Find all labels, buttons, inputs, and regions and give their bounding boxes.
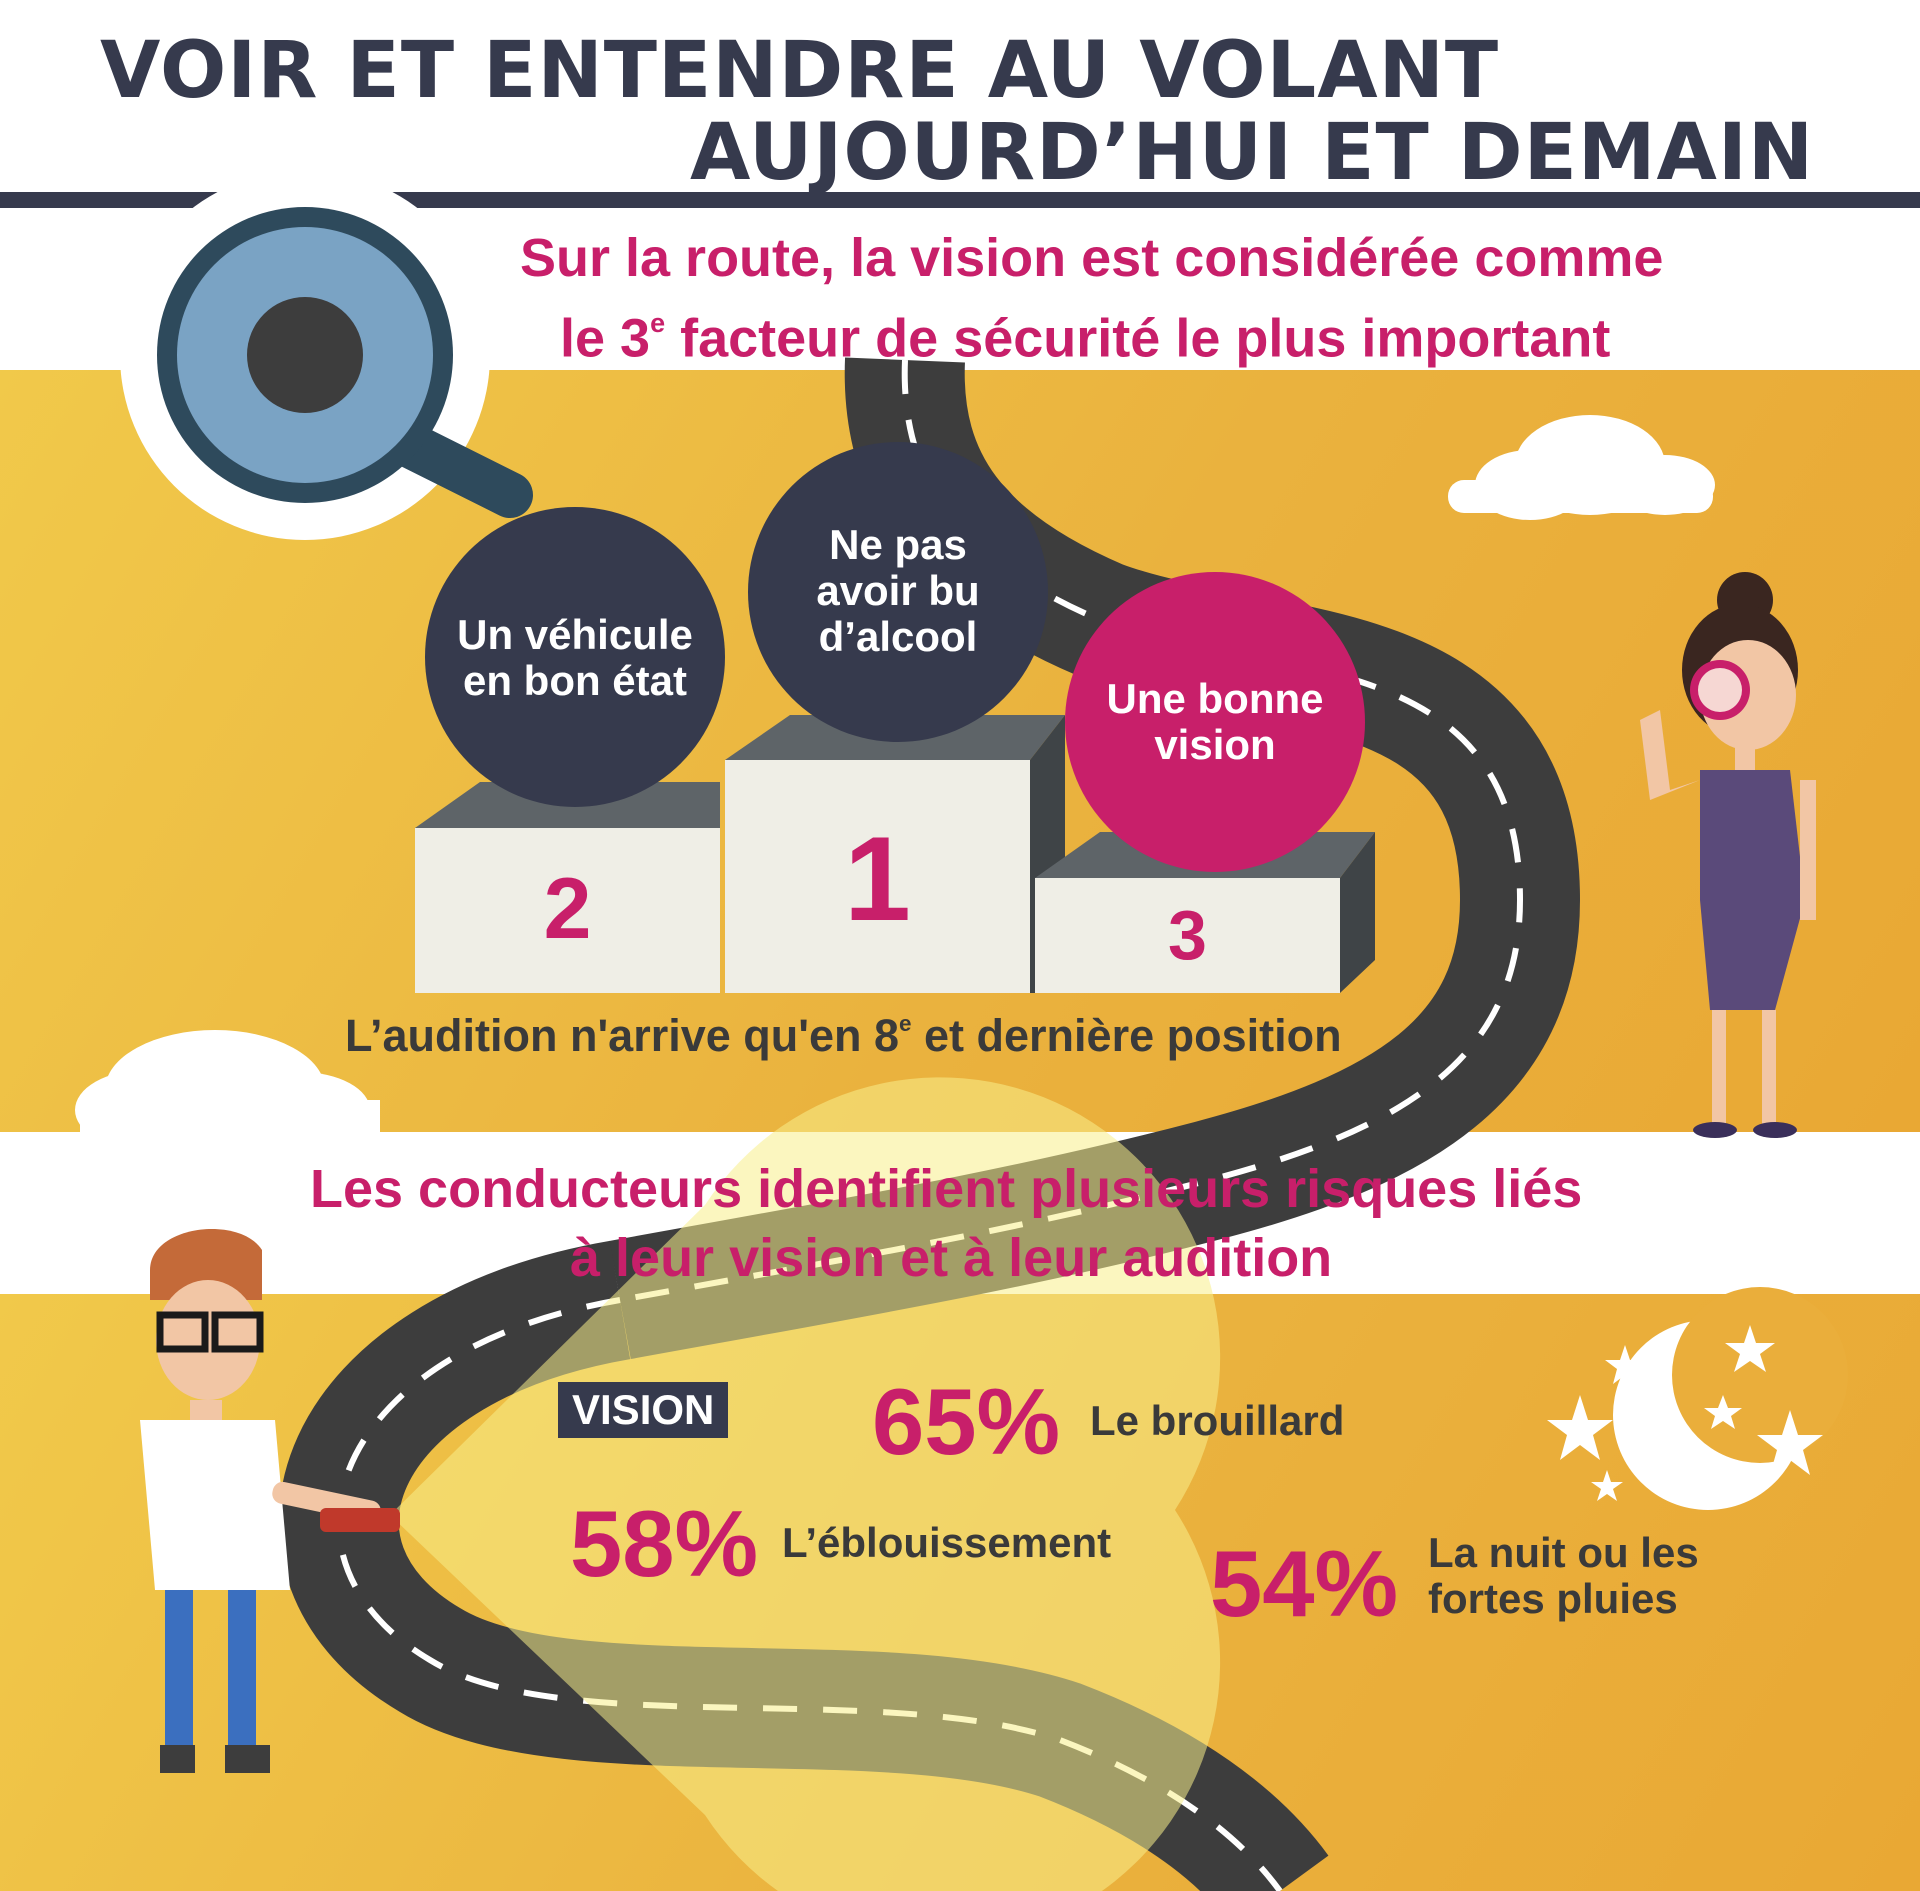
cloud-icon bbox=[1448, 415, 1715, 520]
stat-label-fog: Le brouillard bbox=[1090, 1397, 1345, 1444]
podium-circle-1 bbox=[748, 442, 1048, 742]
podium-label-2: Un véhicule en bon état bbox=[457, 611, 693, 704]
stat-label-glare: L’éblouissement bbox=[782, 1519, 1112, 1566]
vision-tag: VISION bbox=[558, 1382, 729, 1438]
podium-rank-2: 2 bbox=[543, 861, 592, 957]
man-with-flashlight-illustration bbox=[140, 1228, 400, 1773]
section1-heading-line2: le 3e facteur de sécurité le plus import… bbox=[560, 308, 1611, 369]
section2-heading-line1: Les conducteurs identifient plusieurs ri… bbox=[310, 1159, 1583, 1219]
title-divider bbox=[0, 192, 1920, 208]
magnifier-eye-icon bbox=[120, 170, 533, 540]
audition-note: L’audition n'arrive qu'en 8e et dernière… bbox=[345, 1010, 1342, 1061]
cloud-icon bbox=[75, 1030, 380, 1150]
podium-label-1: Ne pas avoir bu d’alcool bbox=[816, 521, 980, 660]
section1-heading-line1: Sur la route, la vision est considérée c… bbox=[520, 228, 1664, 288]
podium-rank-3: 3 bbox=[1168, 896, 1207, 974]
stat-label-night: La nuit ou les fortes pluies bbox=[1428, 1529, 1699, 1622]
title-line-1: VOIR ET ENTENDRE AU VOLANT bbox=[100, 26, 1500, 116]
flashlight-beam bbox=[390, 1077, 1221, 1891]
stat-percent-night: 54% bbox=[1210, 1531, 1399, 1636]
woman-with-magnifier-illustration bbox=[1640, 572, 1816, 1138]
moon-icon bbox=[1613, 1287, 1848, 1510]
stat-percent-glare: 58% bbox=[570, 1491, 759, 1596]
podium bbox=[415, 715, 1375, 993]
section2-heading-line2: à leur vision et à leur audition bbox=[570, 1228, 1333, 1288]
podium-rank-1: 1 bbox=[844, 812, 911, 946]
star-icon bbox=[1547, 1325, 1823, 1501]
podium-label-3: Une bonne vision bbox=[1106, 675, 1324, 768]
podium-circle-2 bbox=[425, 507, 725, 807]
podium-circle-3 bbox=[1065, 572, 1365, 872]
stat-percent-fog: 65% bbox=[872, 1369, 1061, 1474]
title-line-2: AUJOURD’HUI ET DEMAIN bbox=[690, 108, 1815, 198]
